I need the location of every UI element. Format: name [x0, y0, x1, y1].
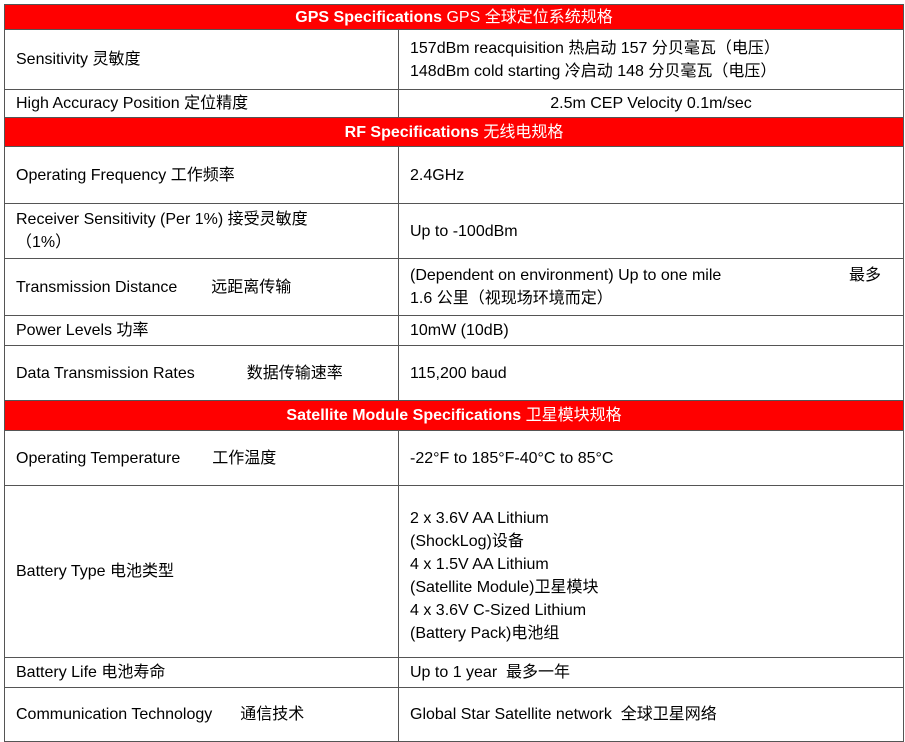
section-title-cn: GPS 全球定位系统规格: [446, 8, 613, 26]
table-row: High Accuracy Position 定位精度 2.5m CEP Vel…: [4, 89, 905, 118]
table-row: Communication Technology 通信技术 Global Star…: [4, 687, 905, 742]
value-line: 157dBm reacquisition 热启动 157 分贝毫瓦（电压）: [410, 39, 780, 57]
row-value: -22°F to 185°F-40°C to 85°C: [397, 430, 905, 486]
table-row: Data Transmission Rates 数据传输速率 115,200 ba…: [4, 345, 905, 401]
value-line: 2 x 3.6V AA Lithium: [410, 509, 549, 527]
row-label: Power Levels 功率: [4, 315, 399, 346]
section-header-gps: GPS Specifications GPS 全球定位系统规格: [3, 4, 905, 30]
row-value: 2 x 3.6V AA Lithium (ShockLog)设备 4 x 1.5…: [397, 485, 905, 658]
table-row: Battery Type 电池类型 2 x 3.6V AA Lithium (S…: [4, 485, 905, 658]
label-en: Communication Technology: [16, 706, 213, 723]
label-cn: 通信技术: [240, 706, 305, 723]
value-line: 1.6 公里（视现场环境而定）: [410, 290, 613, 307]
value-line: (Dependent on environment) Up to one mil…: [410, 267, 722, 284]
table-row: Transmission Distance 远距离传输 (Dependent on…: [4, 258, 905, 316]
row-value: (Dependent on environment) Up to one mil…: [397, 258, 905, 316]
table-row: Sensitivity 灵敏度 157dBm reacquisition 热启动…: [4, 29, 905, 90]
row-label: Data Transmission Rates 数据传输速率: [4, 345, 399, 401]
table-row: Receiver Sensitivity (Per 1%) 接受灵敏度 （1%） …: [4, 203, 905, 259]
value-line: 最多: [849, 267, 882, 284]
row-label: Transmission Distance 远距离传输: [4, 258, 399, 316]
value-line: 4 x 3.6V C-Sized Lithium: [410, 601, 587, 619]
row-label: Battery Type 电池类型: [4, 485, 399, 658]
label-line: Receiver Sensitivity (Per 1%) 接受灵敏度: [16, 211, 308, 228]
label-line: （1%）: [16, 234, 72, 251]
row-label: Operating Frequency 工作频率: [4, 146, 399, 204]
table-row: Operating Frequency 工作频率 2.4GHz: [4, 146, 905, 204]
value-line: (Battery Pack)电池组: [410, 624, 560, 642]
label-en: Operating Temperature: [16, 449, 181, 467]
table-row: Operating Temperature 工作温度 -22°F to 185°F…: [4, 430, 905, 486]
row-value: Global Star Satellite network 全球卫星网络: [397, 687, 905, 742]
label-cn: 远距离传输: [211, 278, 292, 296]
row-value: 157dBm reacquisition 热启动 157 分贝毫瓦（电压） 148…: [397, 29, 905, 90]
row-label: High Accuracy Position 定位精度: [4, 89, 399, 118]
label-cn: 数据传输速率: [246, 364, 343, 382]
row-value: Up to 1 year 最多一年: [397, 657, 905, 688]
row-label: Sensitivity 灵敏度: [4, 29, 399, 90]
row-value: Up to -100dBm: [397, 203, 905, 259]
row-label: Receiver Sensitivity (Per 1%) 接受灵敏度 （1%）: [4, 203, 399, 259]
section-title-cn: 无线电规格: [483, 123, 564, 141]
section-title: GPS Specifications: [295, 8, 443, 26]
value-line: 4 x 1.5V AA Lithium: [410, 555, 549, 573]
section-title-cn: 卫星模块规格: [525, 407, 622, 424]
row-value: 2.5m CEP Velocity 0.1m/sec: [397, 89, 905, 118]
label-en: Transmission Distance: [16, 278, 178, 296]
row-value: 2.4GHz: [397, 146, 905, 204]
section-header-rf: RF Specifications 无线电规格: [3, 117, 905, 147]
row-label: Battery Life 电池寿命: [4, 657, 399, 688]
row-value: 115,200 baud: [397, 345, 905, 401]
row-value: 10mW (10dB): [397, 315, 905, 346]
specifications-table: GPS Specifications GPS 全球定位系统规格 Sensitiv…: [3, 4, 905, 742]
row-label: Operating Temperature 工作温度: [4, 430, 399, 486]
section-header-satellite: Satellite Module Specifications 卫星模块规格: [3, 400, 905, 431]
section-title: Satellite Module Specifications: [286, 407, 522, 424]
value-line: (Satellite Module)卫星模块: [410, 578, 599, 596]
table-row: Power Levels 功率 10mW (10dB): [4, 315, 905, 346]
label-en: Data Transmission Rates: [16, 364, 195, 382]
label-cn: 工作温度: [212, 449, 277, 467]
section-title: RF Specifications: [344, 123, 479, 141]
value-line: (ShockLog)设备: [410, 532, 524, 550]
table-row: Battery Life 电池寿命 Up to 1 year 最多一年: [4, 657, 905, 688]
row-label: Communication Technology 通信技术: [4, 687, 399, 742]
value-line: 148dBm cold starting 冷启动 148 分贝毫瓦（电压）: [410, 62, 777, 80]
